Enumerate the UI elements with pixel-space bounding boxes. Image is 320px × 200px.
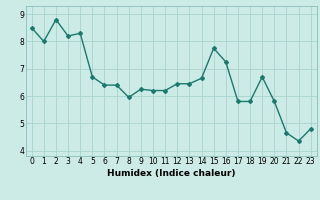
X-axis label: Humidex (Indice chaleur): Humidex (Indice chaleur)	[107, 169, 236, 178]
